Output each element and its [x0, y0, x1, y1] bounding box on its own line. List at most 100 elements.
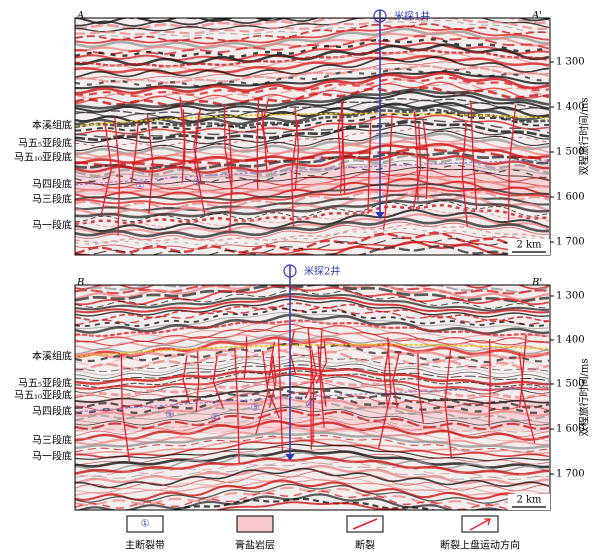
well-symbol	[283, 264, 297, 278]
reflector	[75, 306, 550, 326]
fault	[317, 344, 325, 428]
scale-box	[508, 239, 550, 255]
fault	[291, 119, 299, 227]
legend-fault	[352, 518, 378, 530]
section-end-label: B	[76, 278, 84, 289]
fault	[223, 103, 233, 193]
horizon-label: 马五₁₀亚段底	[14, 389, 72, 402]
reflector	[75, 354, 550, 372]
reflector	[75, 118, 550, 138]
reflector	[75, 132, 550, 156]
scale-label: 2 km	[516, 495, 542, 506]
well-name: 米探1井	[394, 10, 430, 23]
reflector	[75, 35, 550, 55]
reflector	[75, 320, 550, 339]
reflector	[75, 136, 550, 158]
well-arrow	[375, 211, 385, 219]
fault	[315, 340, 328, 384]
fault	[195, 351, 200, 413]
reflector	[75, 79, 550, 100]
fault	[417, 352, 424, 423]
reflector	[75, 41, 550, 62]
reflector	[75, 130, 550, 152]
fault	[130, 121, 139, 184]
horizon-line	[75, 159, 550, 186]
reflector	[75, 19, 550, 39]
scale-label: 2 km	[516, 240, 542, 251]
fault	[507, 104, 517, 225]
horizon-label: 本溪组底	[32, 350, 72, 363]
scale-box	[508, 494, 550, 510]
reflector	[213, 501, 411, 510]
fault	[378, 337, 392, 449]
reflector	[75, 200, 550, 223]
reflector	[75, 456, 550, 476]
reflector	[75, 379, 550, 399]
reflector	[75, 295, 550, 314]
reflector	[75, 334, 550, 355]
well-arrow	[285, 453, 295, 461]
section-end-label: A	[76, 11, 84, 22]
fault	[392, 351, 400, 409]
reflector	[75, 97, 549, 115]
reflector	[75, 417, 550, 438]
reflector	[75, 439, 550, 459]
reflector	[75, 67, 550, 88]
horizon-label: 马一段底	[32, 450, 72, 463]
reflector	[75, 193, 550, 217]
reflector	[75, 406, 550, 424]
axis-title: 双程旅行时间/ms	[578, 359, 591, 437]
reflector	[75, 423, 550, 443]
fault	[383, 113, 393, 230]
reflector	[75, 446, 550, 465]
time-tick-label: 1 400	[556, 335, 585, 346]
reflector	[75, 493, 550, 510]
reflector	[75, 86, 550, 107]
reflector	[75, 285, 550, 294]
fault	[310, 356, 313, 450]
reflector	[75, 183, 550, 201]
reflector	[75, 217, 550, 239]
reflector	[75, 431, 550, 450]
fault	[307, 327, 315, 445]
horizon-label: 本溪组底	[32, 119, 72, 132]
reflector	[75, 124, 550, 145]
zone-number: ②	[211, 413, 220, 424]
reflector	[75, 27, 550, 49]
zone-number: ④	[306, 400, 315, 411]
fault	[422, 119, 429, 199]
reflector	[75, 38, 550, 58]
fault	[234, 347, 240, 463]
axis-title: 双程旅行时间/ms	[578, 98, 591, 176]
legend-label: 主断裂带	[125, 539, 165, 552]
reflector	[75, 111, 550, 132]
reflector	[75, 232, 550, 250]
horizon-label: 马五₅亚段底	[18, 137, 72, 150]
zone-number: ①	[166, 410, 175, 421]
reflector	[75, 159, 550, 179]
seismic-section	[75, 0, 550, 255]
fault	[243, 336, 248, 380]
time-tick-label: 1 400	[556, 102, 585, 113]
reflector	[75, 240, 550, 255]
reflector	[75, 285, 550, 306]
reflector	[75, 478, 550, 497]
seismic-section	[75, 285, 550, 510]
horizon-label: 马四段底	[32, 178, 72, 191]
reflector	[75, 0, 549, 12]
reflector	[75, 388, 550, 409]
fault	[100, 121, 113, 215]
reflector	[75, 401, 550, 422]
reflector	[75, 451, 550, 474]
reflector	[75, 103, 550, 127]
reflector	[75, 313, 550, 335]
reflector	[75, 289, 549, 309]
reflector	[75, 56, 550, 79]
fault	[228, 121, 233, 234]
reflector	[75, 285, 550, 301]
fault	[146, 114, 154, 214]
reflector	[75, 467, 550, 489]
fault	[269, 341, 276, 385]
legend-label: 膏盐岩层	[235, 539, 275, 552]
reflector	[75, 393, 550, 415]
